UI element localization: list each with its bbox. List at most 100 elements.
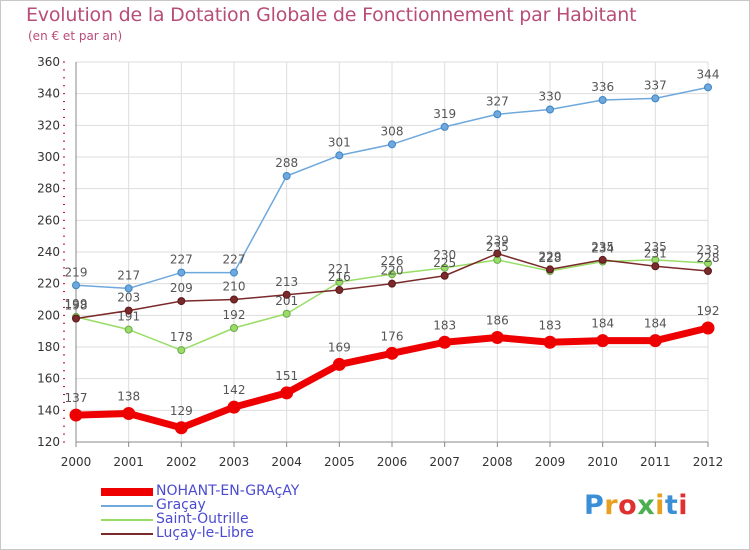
y-tick-label: 260 xyxy=(37,213,60,227)
data-label: 227 xyxy=(170,253,193,267)
line-chart: 120 140 160 180 200 220 240 260 280 300 320 340 360 2… xyxy=(37,55,724,469)
legend-label: Graçay xyxy=(156,497,206,513)
data-point xyxy=(438,335,452,349)
chart-subtitle: (en € et par an) xyxy=(28,29,123,43)
data-point xyxy=(598,255,607,264)
legend-swatch xyxy=(101,533,153,535)
y-tick-label: 340 xyxy=(37,87,60,101)
data-label: 235 xyxy=(644,240,667,254)
x-tick-label: 2002 xyxy=(166,455,197,469)
data-point xyxy=(72,281,80,290)
data-label: 221 xyxy=(328,262,351,276)
data-point xyxy=(227,400,241,414)
y-tick-label: 360 xyxy=(37,55,60,69)
data-label: 229 xyxy=(539,249,562,263)
chart-title: Evolution de la Dotation Globale de Fonc… xyxy=(26,4,637,26)
data-label: 201 xyxy=(275,294,298,308)
data-point xyxy=(440,122,449,131)
data-label: 319 xyxy=(433,107,456,121)
data-label: 183 xyxy=(433,318,456,332)
data-label: 184 xyxy=(644,317,667,331)
data-point xyxy=(177,297,186,306)
data-label: 216 xyxy=(328,270,351,284)
data-label: 231 xyxy=(644,246,667,260)
y-tick-label: 280 xyxy=(37,182,60,196)
data-label: 176 xyxy=(381,329,404,343)
data-point xyxy=(177,268,186,277)
data-point xyxy=(704,83,712,92)
y-tick-label: 120 xyxy=(37,435,60,449)
data-label: 228 xyxy=(539,251,562,265)
data-label: 186 xyxy=(486,314,509,328)
data-point xyxy=(177,346,186,355)
data-label: 225 xyxy=(433,256,456,270)
data-label: 230 xyxy=(433,248,456,262)
data-label: 233 xyxy=(697,243,720,257)
x-tick-label: 2009 xyxy=(535,455,566,469)
x-tick-label: 2005 xyxy=(324,455,355,469)
data-point xyxy=(122,407,136,420)
data-point xyxy=(174,421,188,435)
data-point xyxy=(280,386,294,400)
y-tick-label: 220 xyxy=(37,277,60,291)
data-label: 142 xyxy=(223,383,246,397)
x-tick-label: 2004 xyxy=(271,455,302,469)
y-tick-label: 200 xyxy=(37,308,60,322)
data-label: 235 xyxy=(591,240,614,254)
data-label: 308 xyxy=(381,124,404,138)
data-point xyxy=(388,270,396,279)
data-point xyxy=(124,325,133,334)
data-label: 226 xyxy=(381,254,404,268)
data-label: 151 xyxy=(275,369,298,383)
data-label: 301 xyxy=(328,135,351,149)
data-point xyxy=(282,290,291,299)
data-point xyxy=(282,172,291,180)
x-tick-label: 2003 xyxy=(219,455,250,469)
data-point xyxy=(704,267,712,275)
legend-label: Luçay-le-Libre xyxy=(156,525,254,541)
data-point xyxy=(704,259,712,268)
data-point xyxy=(651,94,660,103)
legend-label: Saint-Outrille xyxy=(156,511,249,527)
data-label: 137 xyxy=(65,391,88,405)
data-point xyxy=(546,105,554,114)
data-point xyxy=(440,271,449,280)
data-label: 203 xyxy=(117,291,140,305)
data-point xyxy=(335,151,344,160)
data-point xyxy=(598,96,607,104)
data-label: 138 xyxy=(117,390,140,404)
legend-label: NOHANT-EN-GRAçAY xyxy=(156,483,300,499)
data-label: 336 xyxy=(591,80,614,94)
x-tick-label: 2008 xyxy=(482,455,513,469)
y-tick-label: 320 xyxy=(37,118,60,132)
data-point xyxy=(388,140,396,149)
data-point xyxy=(648,334,662,348)
x-tick-label: 2012 xyxy=(693,455,724,469)
x-tick-label: 2006 xyxy=(377,455,408,469)
data-point xyxy=(332,357,346,371)
data-point xyxy=(388,279,396,288)
data-label: 234 xyxy=(591,242,614,256)
data-point xyxy=(335,286,344,294)
proxiti-logo: Proxiti xyxy=(584,490,689,521)
data-point xyxy=(69,408,83,422)
data-label: 210 xyxy=(223,280,246,294)
data-point xyxy=(440,263,449,272)
data-label: 192 xyxy=(697,304,720,318)
data-label: 217 xyxy=(117,268,140,282)
x-tick-label: 2011 xyxy=(640,455,671,469)
data-point xyxy=(385,346,399,360)
data-label: 344 xyxy=(697,67,720,81)
legend-swatch xyxy=(101,488,153,496)
x-tick-label: 2007 xyxy=(429,455,460,469)
data-point xyxy=(230,268,238,277)
data-label: 129 xyxy=(170,404,193,418)
x-tick-label: 2001 xyxy=(113,455,144,469)
data-label: 330 xyxy=(539,90,562,104)
data-point xyxy=(124,284,133,293)
data-label: 239 xyxy=(486,234,509,248)
y-tick-label: 160 xyxy=(37,372,60,386)
data-point xyxy=(124,306,133,315)
data-label: 178 xyxy=(170,330,193,344)
data-point xyxy=(230,324,238,332)
